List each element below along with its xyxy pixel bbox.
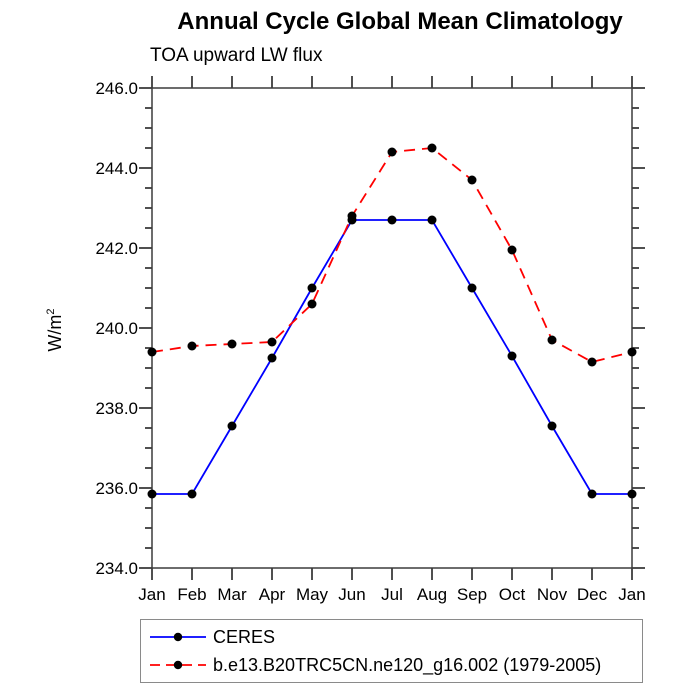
data-point-marker (387, 215, 397, 225)
x-tick-label: Jul (381, 585, 403, 604)
legend-label-ceres: CERES (213, 626, 276, 647)
x-tick-label: Oct (499, 585, 526, 604)
y-tick-label: 246.0 (95, 79, 138, 98)
data-point-marker (467, 175, 477, 185)
x-tick-label: Jan (138, 585, 165, 604)
legend-entry-ceres: CERES (146, 627, 642, 648)
x-tick-label: Nov (537, 585, 568, 604)
data-point-marker (147, 489, 157, 499)
x-tick-label: Mar (217, 585, 247, 604)
x-tick-label: Apr (259, 585, 286, 604)
x-tick-label: Dec (577, 585, 608, 604)
data-point-marker (627, 489, 637, 499)
data-point-marker (267, 337, 277, 347)
y-tick-label: 240.0 (95, 319, 138, 338)
chart-subtitle: TOA upward LW flux (150, 45, 323, 66)
series-line-1 (151, 147, 633, 363)
data-point-marker (467, 283, 477, 293)
data-point-marker (547, 421, 557, 431)
data-point-marker (587, 357, 597, 367)
data-point-marker (147, 347, 157, 357)
data-point-marker (307, 299, 317, 309)
data-point-marker (307, 283, 317, 293)
x-tick-label: Feb (177, 585, 206, 604)
y-tick-label: 244.0 (95, 159, 138, 178)
data-point-marker (187, 341, 197, 351)
x-tick-label: Sep (457, 585, 487, 604)
plot-frame (151, 87, 633, 569)
x-tick-label: May (296, 585, 329, 604)
legend-sample-dashed-line (150, 660, 206, 670)
data-point-marker (627, 347, 637, 357)
data-point-marker (427, 143, 437, 153)
data-point-marker (547, 335, 557, 345)
y-tick-label: 236.0 (95, 479, 138, 498)
legend-label-model: b.e13.B20TRC5CN.ne120_g16.002 (1979-2005… (213, 654, 602, 675)
chart-canvas: 234.0 236.0 238.0 240.0 242.0 244.0 246.0 Jan Fe… (95, 76, 646, 604)
data-point-marker (347, 211, 357, 221)
data-point-marker (267, 353, 277, 363)
legend-box: CERES b.e13.B20TRC5CN.ne120_g16.002 (197… (140, 619, 643, 683)
legend-entry-model: b.e13.B20TRC5CN.ne120_g16.002 (1979-2005… (146, 655, 642, 676)
y-tick-label: 234.0 (95, 559, 138, 578)
data-point-marker (587, 489, 597, 499)
data-point-marker (387, 147, 397, 157)
series-line-0 (152, 219, 632, 495)
data-point-marker (227, 421, 237, 431)
legend-marker-dot (173, 632, 183, 642)
data-point-marker (507, 245, 517, 255)
legend-marker-dot (173, 660, 183, 670)
y-tick-label: 238.0 (95, 399, 138, 418)
x-tick-label: Jan (618, 585, 645, 604)
y-tick-label: 242.0 (95, 239, 138, 258)
data-point-marker (427, 215, 437, 225)
x-tick-label: Jun (338, 585, 365, 604)
data-point-marker (187, 489, 197, 499)
data-point-marker (507, 351, 517, 361)
legend-sample-solid-line (150, 632, 206, 642)
x-tick-label: Aug (417, 585, 447, 604)
page-title: Annual Cycle Global Mean Climatology (177, 8, 623, 35)
data-point-marker (227, 339, 237, 349)
